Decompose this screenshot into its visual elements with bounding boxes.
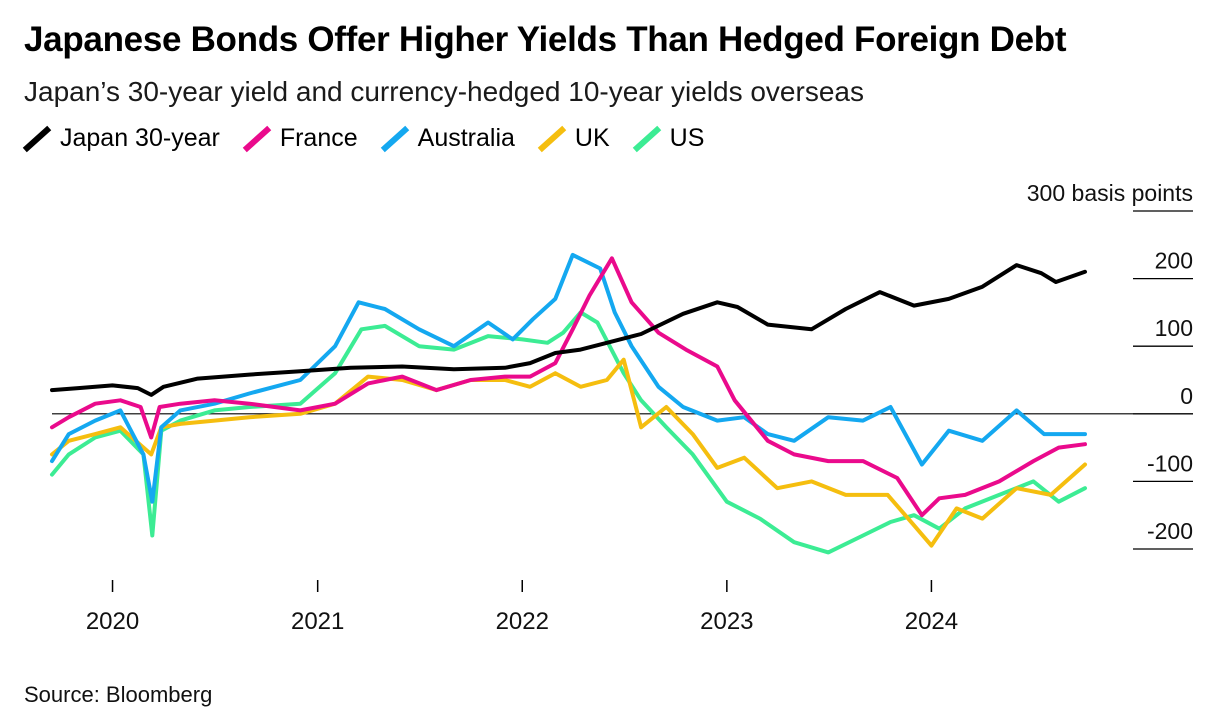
y-tick-label: -100 xyxy=(1147,450,1193,476)
legend-label-uk: UK xyxy=(574,123,610,152)
chart-subtitle: Japan’s 30-year yield and currency-hedge… xyxy=(24,76,864,107)
x-tick-label: 2023 xyxy=(700,608,753,635)
legend-item-uk: UK xyxy=(537,123,610,153)
legend-item-us: US xyxy=(632,123,705,153)
y-tick-label: 0 xyxy=(1180,383,1193,409)
legend-item-australia: Australia xyxy=(380,123,515,153)
x-tick-label: 2022 xyxy=(496,608,549,635)
legend-label-australia: Australia xyxy=(417,123,515,152)
legend-swatch-france xyxy=(242,125,272,153)
series-line-france xyxy=(50,256,1087,518)
legend-label-france: France xyxy=(279,123,358,152)
series-line-australia xyxy=(50,252,1087,504)
series-line-japan xyxy=(50,263,1087,397)
y-tick-label: 200 xyxy=(1155,248,1193,274)
source-note: Source: Bloomberg xyxy=(24,682,213,707)
legend-item-france: France xyxy=(242,123,358,153)
y-tick-label: -200 xyxy=(1147,518,1193,544)
series-line-us xyxy=(50,310,1087,555)
series-line-uk xyxy=(50,357,1087,548)
legend-swatch-australia xyxy=(380,125,409,153)
x-tick-label: 2024 xyxy=(905,608,958,635)
legend-label-japan: Japan 30-year xyxy=(60,123,220,152)
y-tick-label: 300 basis points xyxy=(1027,180,1193,206)
legend-swatch-uk xyxy=(537,125,567,153)
x-tick-label: 2020 xyxy=(86,608,139,635)
legend-swatch-japan xyxy=(22,125,52,153)
legend-item-japan: Japan 30-year xyxy=(22,123,220,153)
y-tick-label: 100 xyxy=(1155,315,1193,341)
chart-title: Japanese Bonds Offer Higher Yields Than … xyxy=(24,20,1067,59)
legend: Japan 30-year France Australia UK US xyxy=(22,123,726,153)
legend-label-us: US xyxy=(669,123,705,152)
legend-swatch-us xyxy=(632,125,661,153)
x-tick-label: 2021 xyxy=(291,608,344,635)
